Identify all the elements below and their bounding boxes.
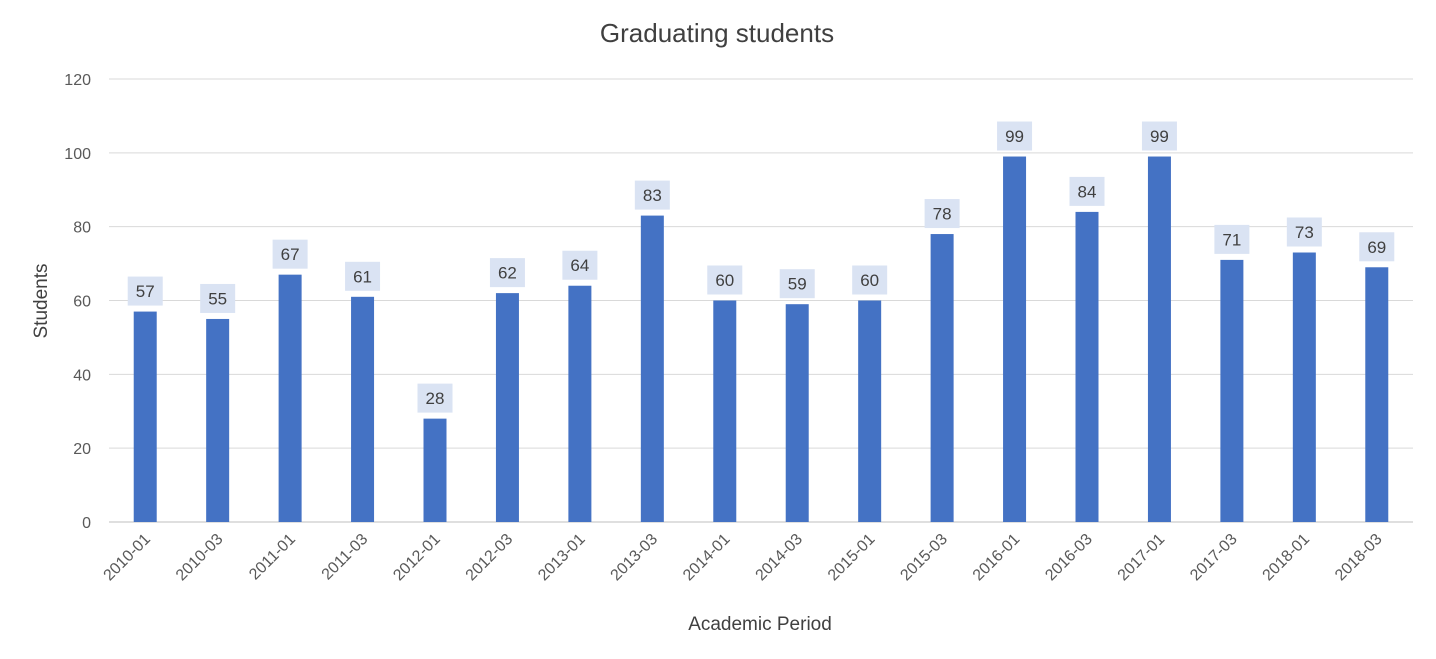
x-tick-label: 2010-01 (101, 531, 155, 585)
x-tick-label: 2018-01 (1260, 531, 1314, 585)
data-label-box (345, 261, 381, 291)
bar (713, 300, 737, 522)
bar (640, 215, 664, 522)
data-label-box (562, 250, 598, 280)
data-label-box (1359, 232, 1395, 262)
bar (351, 296, 375, 522)
data-label-box (489, 258, 525, 288)
x-tick-label: 2017-03 (1187, 531, 1241, 585)
y-tick-label: 60 (73, 294, 91, 311)
bar (858, 300, 882, 522)
data-label: 83 (643, 186, 662, 205)
y-tick-label: 120 (64, 72, 91, 89)
bar (1220, 259, 1244, 522)
data-label: 61 (353, 267, 372, 286)
x-tick-label: 2018-03 (1332, 531, 1386, 585)
x-tick-label: 2016-03 (1042, 531, 1096, 585)
gridlines (109, 78, 1413, 523)
data-label: 57 (136, 282, 155, 301)
data-label-box (1069, 176, 1105, 206)
data-label-box (997, 121, 1033, 151)
x-tick-label: 2010-03 (173, 531, 227, 585)
bar (1147, 156, 1171, 522)
data-label: 99 (1150, 127, 1169, 146)
x-axis-ticks: 2010-01 2010-03 2011-01 2011-03 2012-01 2012-… (101, 531, 1386, 585)
bar (930, 234, 954, 523)
bar (568, 285, 592, 522)
data-label: 73 (1295, 223, 1314, 242)
data-label-box (127, 276, 163, 306)
data-labels: 57 55 67 61 28 62 64 83 60 59 60 78 99 84 99 71 73 69 (127, 121, 1395, 413)
data-label: 60 (860, 271, 879, 290)
x-tick-label: 2016-01 (970, 531, 1024, 585)
data-label-box (779, 269, 815, 299)
data-label-box (707, 265, 743, 295)
y-tick-label: 20 (73, 441, 91, 458)
x-tick-label: 2015-01 (825, 531, 879, 585)
x-tick-label: 2011-01 (246, 531, 299, 584)
x-tick-label: 2012-01 (390, 531, 444, 585)
bar (1003, 156, 1027, 522)
data-label-box (634, 180, 670, 210)
bar (785, 304, 809, 522)
data-label: 71 (1222, 230, 1241, 249)
data-label: 62 (498, 264, 517, 283)
x-tick-label: 2013-03 (608, 531, 662, 585)
data-label-box (924, 199, 960, 229)
data-label: 84 (1078, 182, 1097, 201)
data-label: 28 (426, 389, 445, 408)
data-label-box (417, 383, 453, 413)
bar (278, 274, 302, 522)
chart-title: Graduating students (600, 18, 834, 48)
x-tick-label: 2014-03 (753, 531, 807, 585)
data-label: 99 (1005, 127, 1024, 146)
bar (1075, 211, 1099, 522)
data-label-box (200, 283, 236, 313)
data-label-box (272, 239, 308, 269)
data-label: 69 (1367, 238, 1386, 257)
data-label: 64 (570, 256, 589, 275)
bars (133, 156, 1389, 523)
data-label-box (1141, 121, 1177, 151)
data-label: 60 (715, 271, 734, 290)
bar (1292, 252, 1316, 522)
y-tick-label: 100 (64, 146, 91, 163)
x-tick-label: 2011-03 (319, 531, 372, 584)
y-tick-label: 80 (73, 220, 91, 237)
bar (495, 293, 519, 522)
data-label: 67 (281, 245, 300, 264)
data-label-box (852, 265, 888, 295)
data-label-box (1214, 224, 1250, 254)
bar (206, 318, 230, 522)
x-tick-label: 2014-01 (680, 531, 734, 585)
x-tick-label: 2013-01 (535, 531, 589, 585)
bar (1365, 267, 1389, 522)
y-tick-label: 0 (82, 515, 91, 532)
bar (423, 418, 447, 522)
data-label: 78 (933, 205, 952, 224)
data-label: 55 (208, 289, 227, 308)
y-axis-title: Students (31, 264, 52, 339)
x-axis-title: Academic Period (688, 614, 832, 635)
x-tick-label: 2012-03 (463, 531, 517, 585)
x-tick-label: 2017-01 (1115, 531, 1169, 585)
data-label-box (1286, 217, 1322, 247)
y-axis-ticks: 0 20 40 60 80 100 120 (64, 72, 91, 532)
y-tick-label: 40 (73, 367, 91, 384)
bar (133, 311, 157, 522)
x-tick-label: 2015-03 (897, 531, 951, 585)
data-label: 59 (788, 275, 807, 294)
